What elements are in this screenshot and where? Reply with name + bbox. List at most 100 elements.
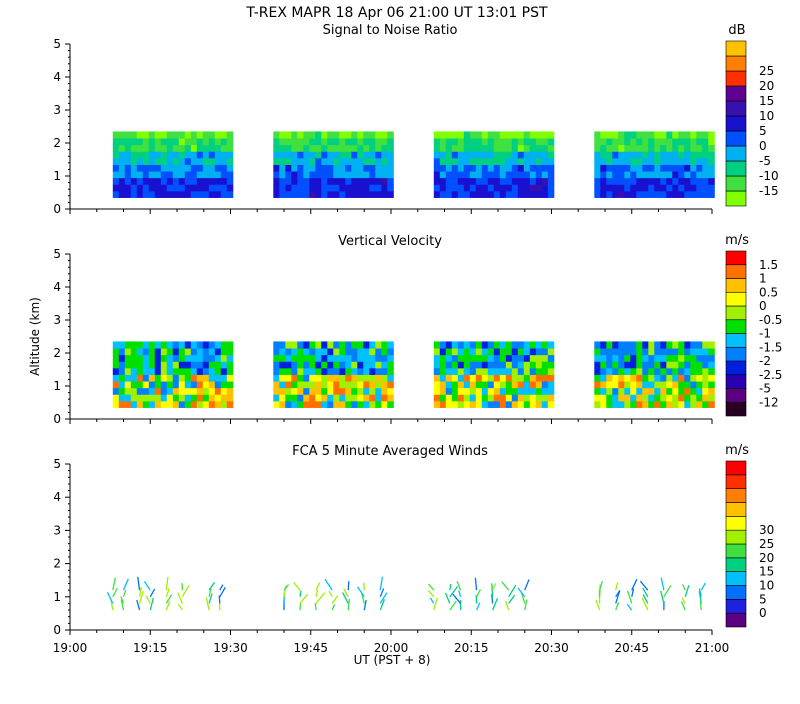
heatmap-cell xyxy=(506,145,513,152)
heatmap-cell xyxy=(530,374,537,381)
heatmap-cell xyxy=(209,178,216,185)
heatmap-cell xyxy=(696,145,703,152)
y-tick-label: 4 xyxy=(53,280,61,294)
heatmap-cell xyxy=(594,191,601,198)
heatmap-cell xyxy=(476,355,483,362)
heatmap-cell xyxy=(482,348,489,355)
heatmap-cell xyxy=(636,184,643,191)
colorbar-units: dB xyxy=(728,23,745,38)
heatmap-cell xyxy=(137,368,144,375)
heatmap-cell xyxy=(494,158,501,165)
heatmap-cell xyxy=(666,374,673,381)
heatmap-cell xyxy=(297,164,304,171)
heatmap-cell xyxy=(458,348,465,355)
heatmap-cell xyxy=(291,368,298,375)
colorbar-swatch xyxy=(726,334,746,348)
heatmap-cell xyxy=(209,131,216,138)
colorbar-label: 20 xyxy=(759,551,774,565)
heatmap-cell xyxy=(500,145,507,152)
heatmap-cell xyxy=(113,131,120,138)
heatmap-cell xyxy=(678,348,685,355)
heatmap-cell xyxy=(476,361,483,368)
heatmap-cell xyxy=(624,145,631,152)
heatmap-cell xyxy=(363,374,370,381)
heatmap-cell xyxy=(440,361,447,368)
heatmap-cell xyxy=(303,191,310,198)
colorbar-label: -12 xyxy=(759,395,779,409)
heatmap-cell xyxy=(696,388,703,395)
colorbar-swatch xyxy=(726,489,746,503)
heatmap-cell xyxy=(458,191,465,198)
heatmap-cell xyxy=(654,341,661,348)
heatmap-cell xyxy=(458,184,465,191)
y-tick-label: 1 xyxy=(53,590,61,604)
heatmap-cell xyxy=(672,145,679,152)
heatmap-cell xyxy=(279,374,286,381)
heatmap-cell xyxy=(548,184,555,191)
heatmap-cell xyxy=(702,131,709,138)
heatmap-cell xyxy=(476,131,483,138)
heatmap-cell xyxy=(273,348,280,355)
heatmap-cell xyxy=(315,388,322,395)
heatmap-cell xyxy=(333,191,340,198)
heatmap-cell xyxy=(464,151,471,158)
heatmap-cell xyxy=(381,131,388,138)
heatmap-cell xyxy=(518,355,525,362)
heatmap-cell xyxy=(690,341,697,348)
heatmap-cell xyxy=(434,374,441,381)
heatmap-cell xyxy=(600,178,607,185)
heatmap-cell xyxy=(684,164,691,171)
heatmap-cell xyxy=(315,368,322,375)
heatmap-cell xyxy=(215,178,222,185)
heatmap-cell xyxy=(375,355,382,362)
heatmap-cell xyxy=(161,374,168,381)
heatmap-cell xyxy=(542,191,549,198)
heatmap-cell xyxy=(351,355,358,362)
colorbar-label: 0 xyxy=(759,606,767,620)
colorbar-swatch xyxy=(726,161,746,176)
heatmap-cell xyxy=(333,184,340,191)
heatmap-cell xyxy=(494,151,501,158)
heatmap-cell xyxy=(315,394,322,401)
heatmap-cell xyxy=(476,341,483,348)
heatmap-cell xyxy=(309,394,316,401)
wind-barb xyxy=(493,598,498,610)
heatmap-cell xyxy=(696,348,703,355)
heatmap-cell xyxy=(542,348,549,355)
wind-barb xyxy=(206,598,209,611)
heatmap-cell xyxy=(476,138,483,145)
panel-title: Signal to Noise Ratio xyxy=(323,23,458,38)
heatmap-cell xyxy=(179,184,186,191)
heatmap-cell xyxy=(524,184,531,191)
heatmap-cell xyxy=(536,131,543,138)
heatmap-cell xyxy=(612,131,619,138)
heatmap-cell xyxy=(654,348,661,355)
heatmap-cell xyxy=(197,361,204,368)
heatmap-cell xyxy=(345,348,352,355)
heatmap-cell xyxy=(708,381,715,388)
heatmap-cell xyxy=(215,388,222,395)
heatmap-cell xyxy=(660,374,667,381)
heatmap-cell xyxy=(203,184,210,191)
heatmap-cell xyxy=(197,131,204,138)
heatmap-cell xyxy=(381,355,388,362)
heatmap-cell xyxy=(137,171,144,178)
heatmap-cell xyxy=(285,388,292,395)
heatmap-cell xyxy=(221,151,228,158)
heatmap-cell xyxy=(600,191,607,198)
heatmap-cell xyxy=(642,394,649,401)
heatmap-cell xyxy=(642,381,649,388)
heatmap-cell xyxy=(488,145,495,152)
heatmap-cell xyxy=(363,368,370,375)
heatmap-cell xyxy=(542,184,549,191)
heatmap-cell xyxy=(351,138,358,145)
heatmap-cell xyxy=(149,368,156,375)
heatmap-cell xyxy=(327,388,334,395)
heatmap-cell xyxy=(524,131,531,138)
heatmap-cell xyxy=(309,355,316,362)
heatmap-cell xyxy=(125,394,132,401)
heatmap-cell xyxy=(131,151,138,158)
heatmap-cell xyxy=(500,361,507,368)
heatmap-cell xyxy=(684,158,691,165)
heatmap-cell xyxy=(227,158,234,165)
